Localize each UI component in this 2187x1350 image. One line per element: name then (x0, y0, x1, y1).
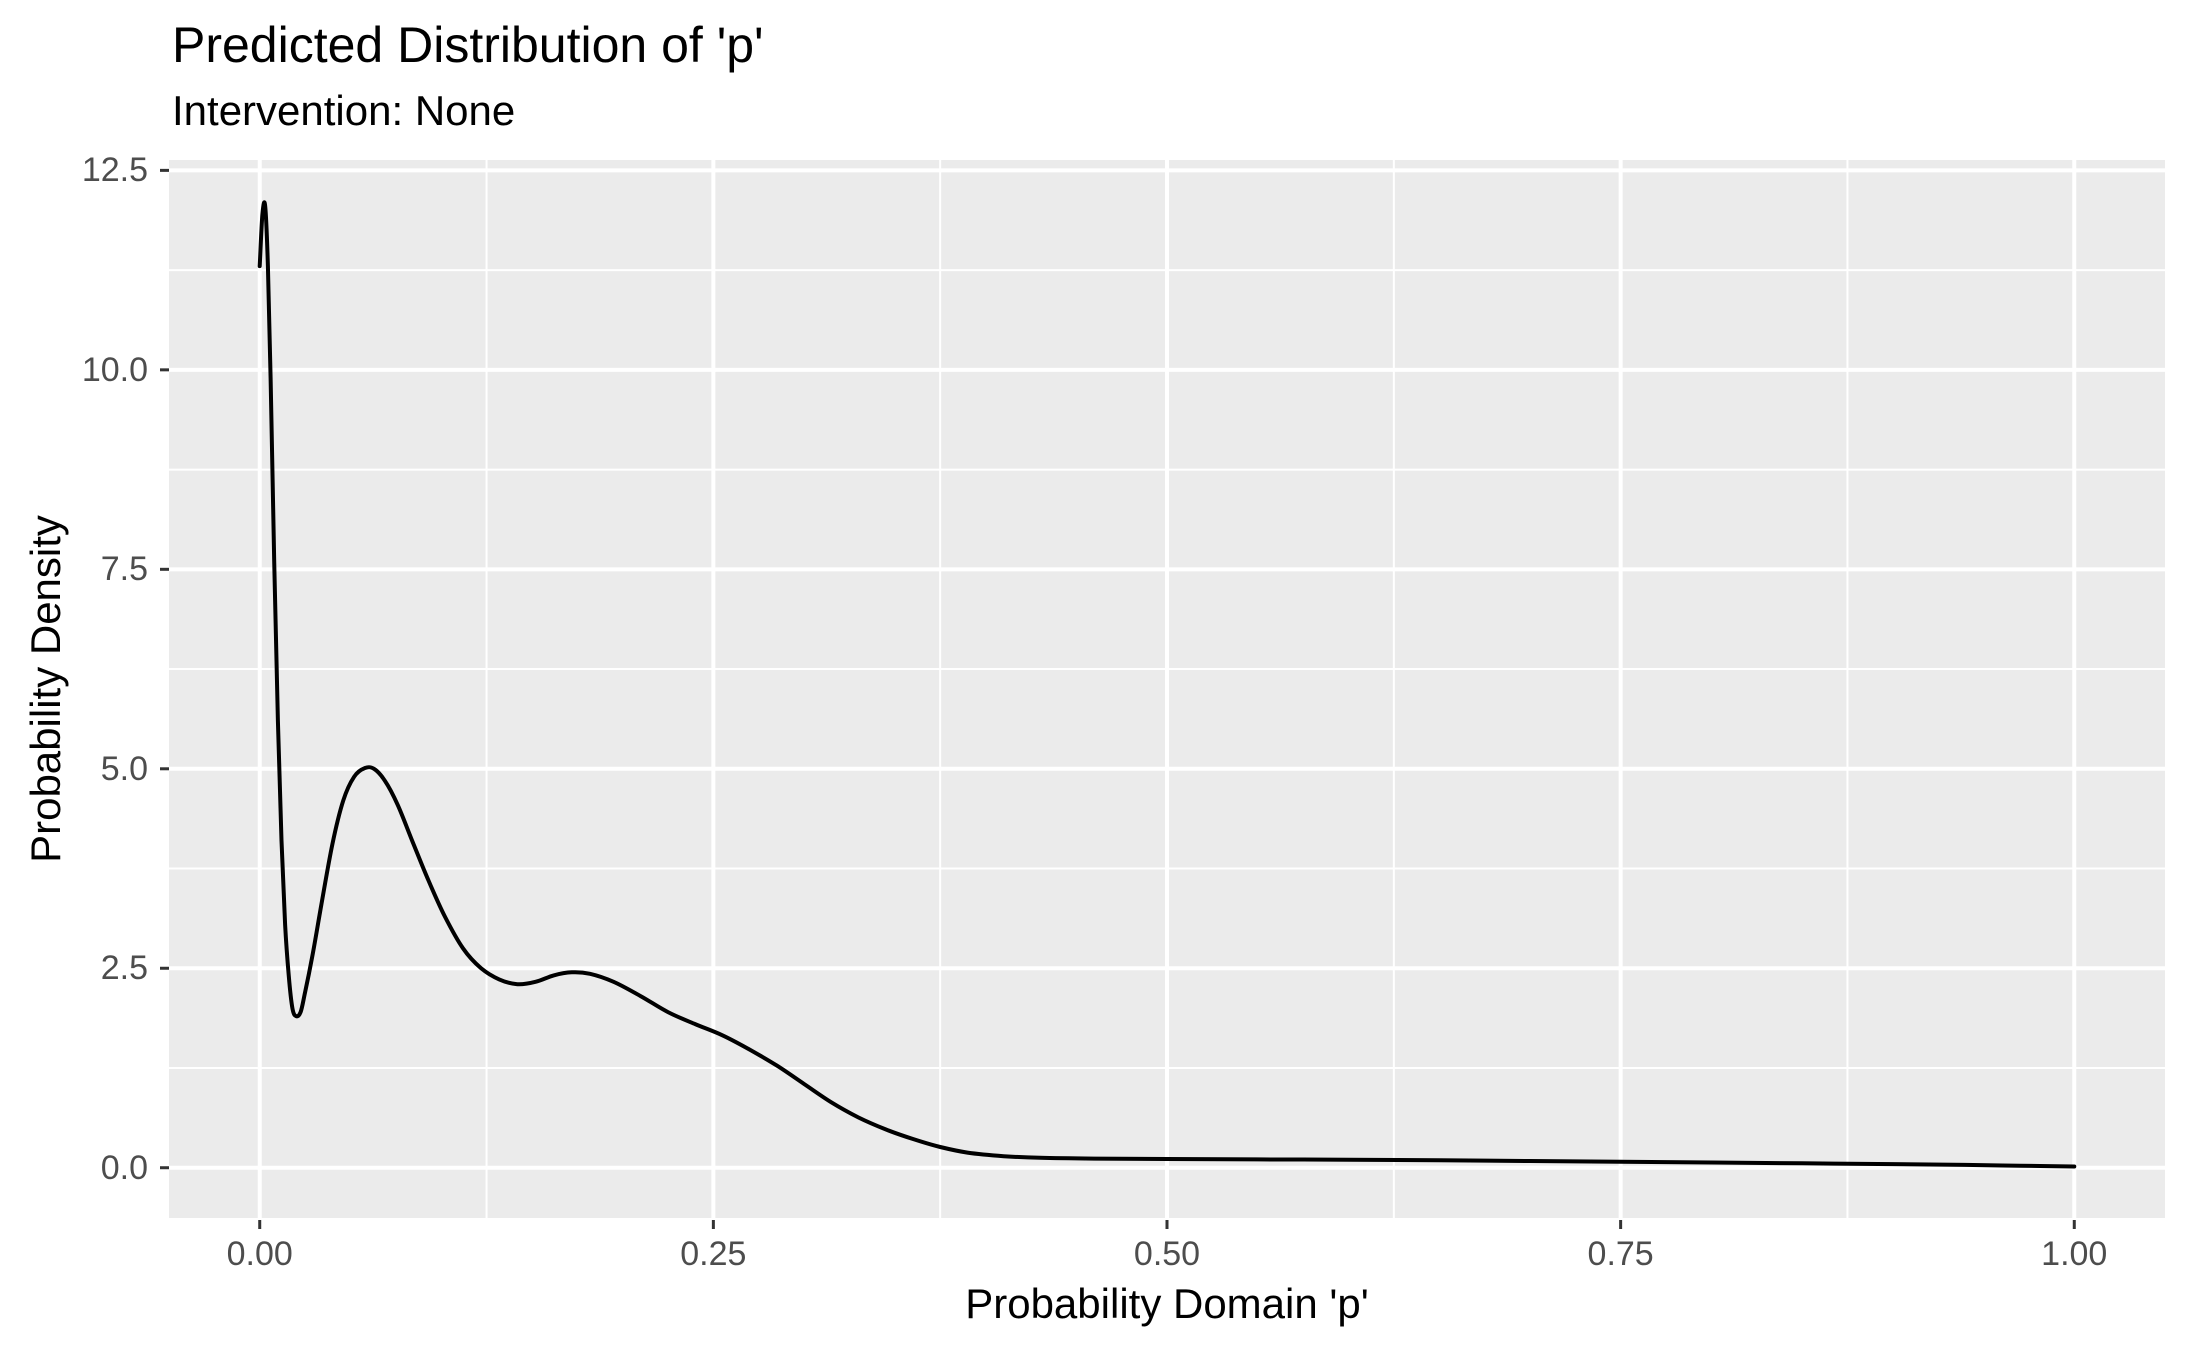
y-tick-label: 0.0 (100, 1148, 148, 1187)
x-axis-title: Probability Domain 'p' (965, 1280, 1369, 1327)
y-tick-label: 2.5 (100, 949, 148, 988)
x-tick-label: 0.25 (680, 1235, 747, 1273)
x-tick-label: 0.75 (1587, 1235, 1654, 1273)
y-tick-label: 12.5 (81, 151, 148, 190)
density-curve (257, 200, 2077, 1169)
x-tick-label: 0.00 (226, 1235, 293, 1273)
y-tick-label: 5.0 (100, 749, 148, 788)
y-tick-label: 7.5 (100, 550, 148, 589)
chart-subtitle: Intervention: None (172, 87, 516, 134)
x-tick-label: 1.00 (2041, 1235, 2108, 1273)
y-tick-label: 10.0 (81, 350, 148, 389)
chart-title: Predicted Distribution of 'p' (172, 17, 764, 73)
x-tick-label: 0.50 (1133, 1235, 1201, 1273)
